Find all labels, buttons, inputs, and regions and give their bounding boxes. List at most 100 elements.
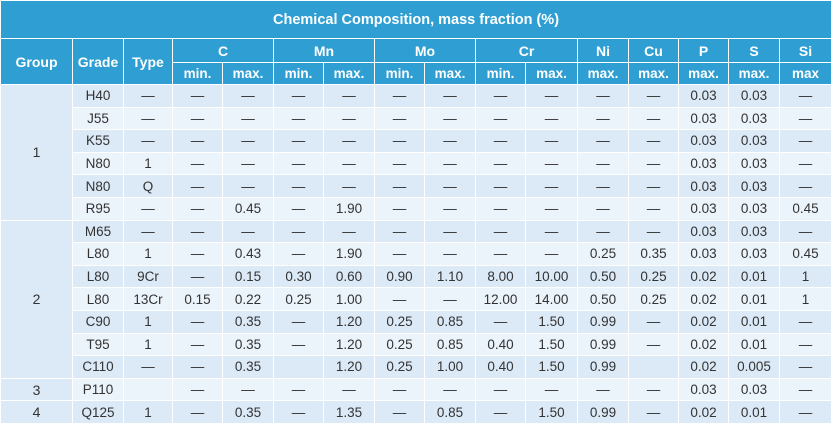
value-cell: 0.22 (222, 287, 274, 311)
type-cell: Q (123, 174, 173, 198)
table-row: 2 M65— — — — — — — — — — —0.03 0.03— (0, 219, 831, 379)
value-cell: — (273, 129, 324, 153)
value-cell: — (628, 129, 679, 153)
type-cell: — (123, 84, 173, 108)
value-cell: 1.20 (323, 355, 375, 379)
value-cell: 0.35 (222, 400, 274, 424)
value-cell: 0.25 (374, 355, 425, 379)
grade-cell: L80 (72, 242, 124, 266)
element-header-mn: Mn (273, 38, 375, 63)
value-cell: 0.99 (577, 332, 629, 357)
element-header-mo: Mo (374, 38, 476, 63)
value-cell: — (778, 219, 831, 244)
subheader-mn-min: min. (273, 62, 324, 85)
value-cell: — (475, 151, 526, 176)
value-cell: 1.00 (323, 287, 375, 311)
value-cell: 0.25 (374, 309, 425, 334)
value-cell: — (577, 377, 629, 402)
value-cell: — (525, 84, 578, 108)
value-cell: — (475, 309, 526, 334)
grade-cell: C90 (72, 309, 124, 334)
value-cell: 0.99 (577, 400, 629, 424)
value-cell: — (273, 332, 324, 357)
value-cell: 1.10 (424, 264, 476, 289)
value-cell: — (778, 174, 831, 198)
value-cell (273, 355, 324, 379)
type-cell: 9Cr (123, 264, 173, 289)
type-cell: — (123, 355, 173, 379)
subheader-p-max: max. (678, 62, 729, 85)
value-cell: 1.50 (525, 400, 578, 424)
value-cell: — (424, 151, 476, 176)
value-cell: — (778, 151, 831, 176)
value-cell: 1.20 (323, 309, 375, 334)
value-cell: 0.85 (424, 400, 476, 424)
grade-cell: N80 (72, 174, 124, 198)
table-row: 3 P110— — — — — — — — — —0.03 0.03— (0, 377, 831, 402)
group-header: Group (0, 38, 73, 85)
value-cell: — (222, 84, 274, 108)
grade-cell: J55 (72, 106, 124, 131)
value-cell: — (273, 151, 324, 176)
subheader-ni-max: max. (577, 62, 629, 85)
value-cell: 0.03 (678, 196, 729, 221)
value-cell: — (475, 400, 526, 424)
value-cell: — (273, 106, 324, 131)
value-cell: — (424, 129, 476, 153)
subheader-mo-max: max. (424, 62, 476, 85)
table-row: L80 9Cr —0.15 0.30 0.60 0.90 1.10 8.00 10.00 0.50… (1, 264, 831, 289)
value-cell: 0.15 (222, 264, 274, 289)
value-cell: 0.50 (577, 287, 629, 311)
value-cell: 0.02 (678, 264, 729, 289)
value-cell: 0.85 (424, 309, 476, 334)
value-cell: 0.03 (728, 106, 780, 131)
value-cell: — (273, 309, 324, 334)
value-cell: 12.00 (475, 287, 526, 311)
grade-cell: L80 (72, 287, 124, 311)
value-cell: 0.03 (678, 174, 729, 198)
table-row: C110— —0.35 1.20 0.25 1.00 0.40 1.50 0.99 0.02 0.… (1, 355, 831, 379)
grade-cell: R95 (72, 196, 124, 221)
group-cell: 2 (0, 219, 73, 379)
table-row: R95— —0.45—1.90— — — — — —0.03 0.03 0.45 (1, 196, 831, 221)
table-row: 1 H40— — — — — — — — — — —0.03 0.03— (0, 84, 831, 221)
value-cell: — (475, 174, 526, 198)
value-cell: 1.35 (323, 400, 375, 424)
value-cell: — (222, 377, 274, 402)
table-title: Chemical Composition, mass fraction (%) (0, 0, 831, 39)
value-cell: 0.02 (678, 332, 729, 357)
value-cell: 1.00 (424, 355, 476, 379)
value-cell: — (577, 151, 629, 176)
value-cell: 0.35 (628, 242, 679, 266)
table-row: J55— — — — — — — — — — —0.03 0.03— (1, 106, 831, 131)
type-cell: 1 (123, 400, 173, 424)
table-row: N80 1— — — — — — — — — —0.03 0.03— (1, 151, 831, 176)
value-cell: — (475, 106, 526, 131)
value-cell: — (374, 106, 425, 131)
grade-cell: Q125 (72, 400, 124, 424)
table-row: C90 1—0.35—1.20 0.25 0.85—1.50 0.99—0.02 0.01… (1, 309, 831, 334)
value-cell: 0.01 (728, 400, 780, 424)
value-cell: 0.03 (728, 219, 780, 244)
value-cell: — (374, 400, 425, 424)
element-header-s: S (728, 38, 780, 63)
subheader-c-min: min. (172, 62, 223, 85)
value-cell: — (525, 196, 578, 221)
grade-cell: T95 (72, 332, 124, 357)
value-cell: — (172, 106, 223, 131)
value-cell: 0.01 (728, 264, 780, 289)
value-cell: 0.03 (728, 84, 780, 108)
value-cell: 0.03 (728, 174, 780, 198)
value-cell: 0.03 (678, 84, 729, 108)
value-cell: 0.03 (728, 151, 780, 176)
value-cell: 1.50 (525, 309, 578, 334)
value-cell: 0.85 (424, 332, 476, 357)
value-cell: — (374, 196, 425, 221)
grade-cell: H40 (72, 84, 124, 108)
value-cell: 0.35 (222, 332, 274, 357)
value-cell: 0.01 (728, 287, 780, 311)
value-cell: — (525, 151, 578, 176)
value-cell: — (778, 332, 831, 357)
value-cell: 0.03 (678, 219, 729, 244)
type-header: Type (123, 38, 173, 85)
